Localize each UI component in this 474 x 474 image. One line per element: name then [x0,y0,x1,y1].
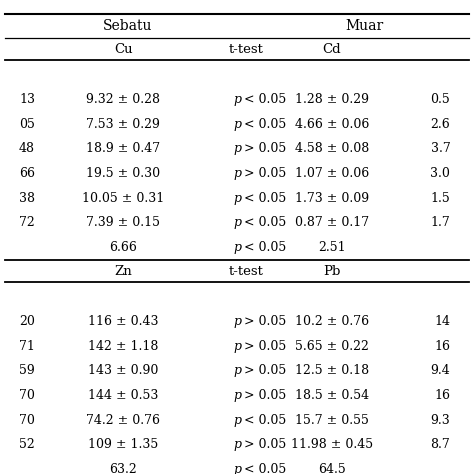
Text: 70: 70 [19,389,35,402]
Text: > 0.05: > 0.05 [244,438,286,451]
Text: p: p [234,142,242,155]
Text: 1.73 ± 0.09: 1.73 ± 0.09 [295,191,369,205]
Text: p: p [234,191,242,205]
Text: > 0.05: > 0.05 [244,142,286,155]
Text: t-test: t-test [229,265,264,278]
Text: 12.5 ± 0.18: 12.5 ± 0.18 [295,365,369,377]
Text: p: p [234,463,242,474]
Text: 7.53 ± 0.29: 7.53 ± 0.29 [86,118,160,131]
Text: 20: 20 [19,315,35,328]
Text: 9.4: 9.4 [430,365,450,377]
Text: 59: 59 [19,365,35,377]
Text: 52: 52 [19,438,35,451]
Text: p: p [234,389,242,402]
Text: 1.07 ± 0.06: 1.07 ± 0.06 [295,167,369,180]
Text: 10.05 ± 0.31: 10.05 ± 0.31 [82,191,164,205]
Text: 7.39 ± 0.15: 7.39 ± 0.15 [86,216,160,229]
Text: 10.2 ± 0.76: 10.2 ± 0.76 [295,315,369,328]
Text: 1.7: 1.7 [430,216,450,229]
Text: 143 ± 0.90: 143 ± 0.90 [88,365,158,377]
Text: 15.7 ± 0.55: 15.7 ± 0.55 [295,414,369,427]
Text: 142 ± 1.18: 142 ± 1.18 [88,340,158,353]
Text: 0.5: 0.5 [430,93,450,106]
Text: 2.6: 2.6 [430,118,450,131]
Text: 64.5: 64.5 [318,463,346,474]
Text: 16: 16 [434,340,450,353]
Text: p: p [234,438,242,451]
Text: 72: 72 [19,216,35,229]
Text: < 0.05: < 0.05 [244,463,286,474]
Text: < 0.05: < 0.05 [244,93,286,106]
Text: 13: 13 [19,93,35,106]
Text: p: p [234,365,242,377]
Text: 3.7: 3.7 [430,142,450,155]
Text: p: p [234,340,242,353]
Text: p: p [234,216,242,229]
Text: 71: 71 [19,340,35,353]
Text: > 0.05: > 0.05 [244,167,286,180]
Text: 16: 16 [434,389,450,402]
Text: > 0.05: > 0.05 [244,389,286,402]
Text: 18.9 ± 0.47: 18.9 ± 0.47 [86,142,160,155]
Text: p: p [234,414,242,427]
Text: p: p [234,167,242,180]
Text: 38: 38 [19,191,35,205]
Text: 48: 48 [19,142,35,155]
Text: p: p [234,241,242,254]
Text: 66: 66 [19,167,35,180]
Text: 5.65 ± 0.22: 5.65 ± 0.22 [295,340,369,353]
Text: Muar: Muar [346,19,384,33]
Text: 70: 70 [19,414,35,427]
Text: 4.58 ± 0.08: 4.58 ± 0.08 [295,142,369,155]
Text: > 0.05: > 0.05 [244,315,286,328]
Text: 109 ± 1.35: 109 ± 1.35 [88,438,158,451]
Text: 9.3: 9.3 [430,414,450,427]
Text: 1.5: 1.5 [430,191,450,205]
Text: < 0.05: < 0.05 [244,414,286,427]
Text: t-test: t-test [229,43,264,56]
Text: Cu: Cu [114,43,133,56]
Text: 18.5 ± 0.54: 18.5 ± 0.54 [295,389,369,402]
Text: p: p [234,118,242,131]
Text: 4.66 ± 0.06: 4.66 ± 0.06 [295,118,369,131]
Text: 144 ± 0.53: 144 ± 0.53 [88,389,158,402]
Text: 0.87 ± 0.17: 0.87 ± 0.17 [295,216,369,229]
Text: < 0.05: < 0.05 [244,191,286,205]
Text: Sebatu: Sebatu [103,19,153,33]
Text: 8.7: 8.7 [430,438,450,451]
Text: > 0.05: > 0.05 [244,365,286,377]
Text: 74.2 ± 0.76: 74.2 ± 0.76 [86,414,160,427]
Text: 11.98 ± 0.45: 11.98 ± 0.45 [291,438,373,451]
Text: Pb: Pb [323,265,340,278]
Text: p: p [234,93,242,106]
Text: Zn: Zn [114,265,132,278]
Text: < 0.05: < 0.05 [244,241,286,254]
Text: 9.32 ± 0.28: 9.32 ± 0.28 [86,93,160,106]
Text: 116 ± 0.43: 116 ± 0.43 [88,315,158,328]
Text: p: p [234,315,242,328]
Text: 6.66: 6.66 [109,241,137,254]
Text: > 0.05: > 0.05 [244,340,286,353]
Text: 3.0: 3.0 [430,167,450,180]
Text: 2.51: 2.51 [318,241,346,254]
Text: 63.2: 63.2 [109,463,137,474]
Text: 05: 05 [19,118,35,131]
Text: 19.5 ± 0.30: 19.5 ± 0.30 [86,167,160,180]
Text: < 0.05: < 0.05 [244,216,286,229]
Text: Cd: Cd [322,43,341,56]
Text: 1.28 ± 0.29: 1.28 ± 0.29 [295,93,369,106]
Text: 14: 14 [434,315,450,328]
Text: < 0.05: < 0.05 [244,118,286,131]
